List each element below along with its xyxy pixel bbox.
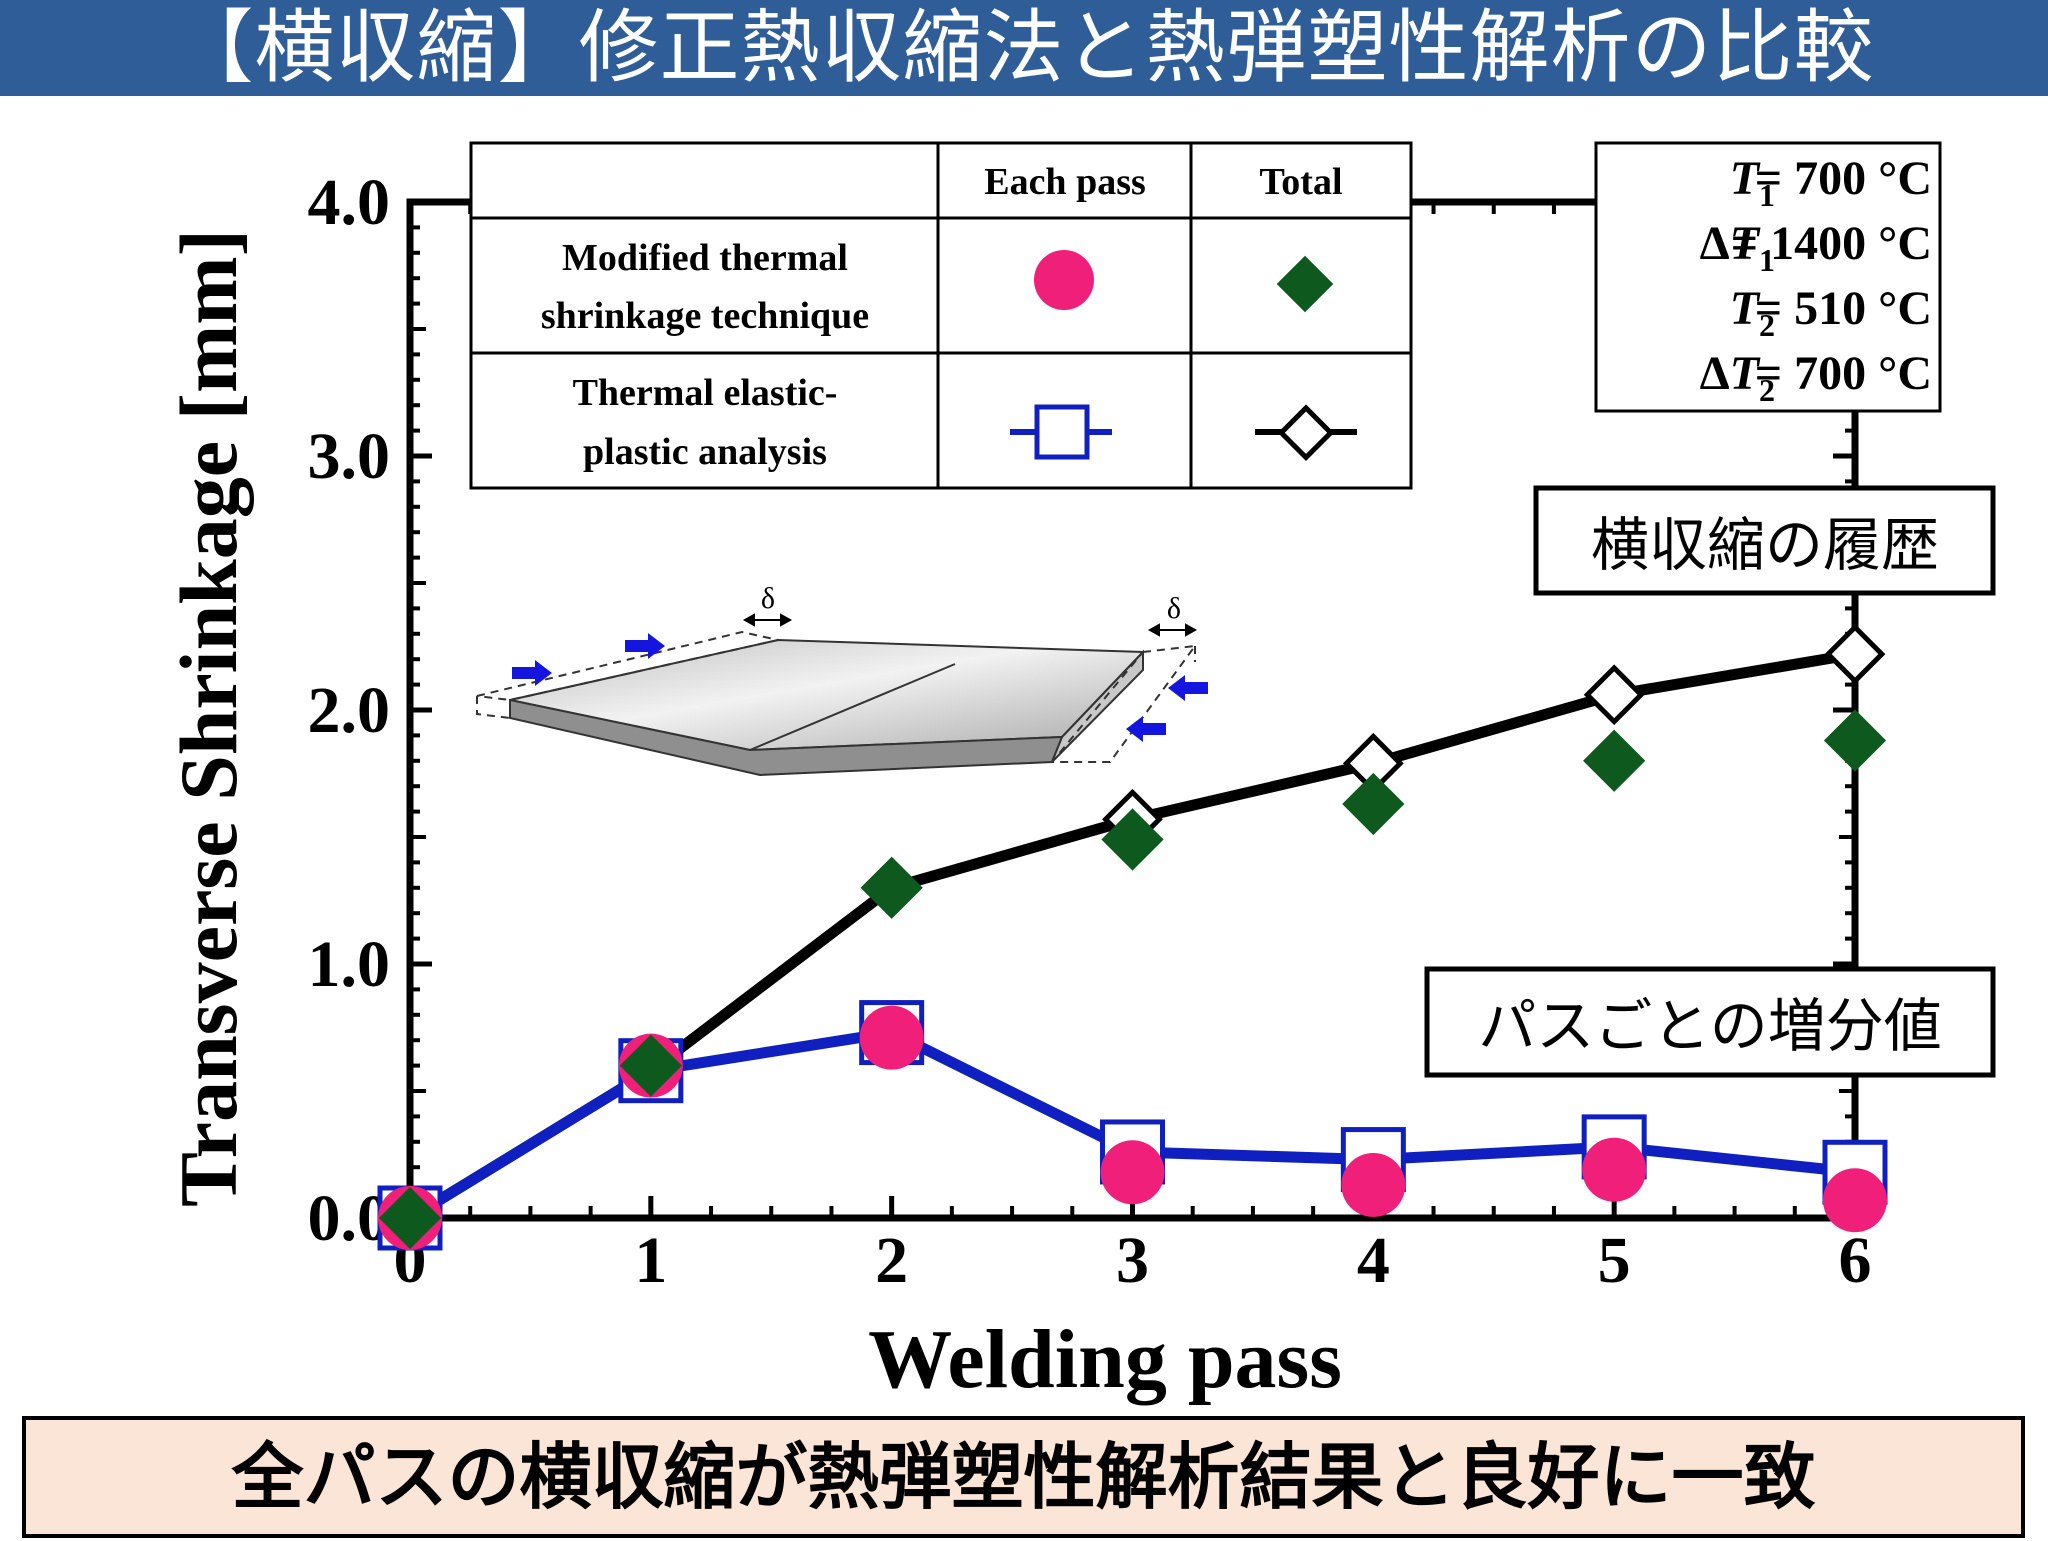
callout-increment: パスごとの増分値 (1424, 966, 1996, 1078)
modified-each-marker (859, 1005, 924, 1070)
legend-row-tepa: plastic analysis (583, 431, 827, 473)
param-symbol: T2 (1730, 282, 1775, 343)
y-tick-label: 3.0 (308, 420, 391, 493)
x-tick-label: 4 (1357, 1224, 1390, 1297)
modified-total-marker (1342, 772, 1405, 836)
modified-total-marker (860, 856, 923, 919)
legend-row-tepa: Thermal elastic- (573, 372, 838, 414)
tepa-total-marker (1824, 623, 1886, 685)
param-value: = 700 °C (1755, 347, 1932, 400)
modified-total-marker (1583, 729, 1646, 792)
modified-each-marker (1823, 1168, 1887, 1233)
legend-row-modified: shrinkage technique (541, 295, 869, 337)
callout-increment-text: パスごとの増分値 (1478, 994, 1941, 1059)
legend-tepa-total-marker (1255, 404, 1357, 461)
modified-total-marker (619, 1034, 682, 1097)
param-value: = 510 °C (1755, 282, 1932, 335)
legend-row-modified: Modified thermal (562, 237, 848, 279)
legend-table: Each pass Total Modified thermal shrinka… (469, 141, 1413, 490)
param-value: = 700 °C (1755, 152, 1932, 205)
modified-total-marker (1823, 709, 1887, 772)
page-title: 【横収縮】修正熱収縮法と熱弾塑性解析の比較 (0, 0, 2048, 96)
y-tick-label: 2.0 (308, 674, 391, 747)
legend-mod-total-marker (1276, 255, 1334, 313)
param-symbol: ΔT1 (1700, 217, 1775, 278)
param-symbol: T1 (1730, 152, 1775, 213)
welded-plate-diagram: δ δ (476, 582, 1208, 777)
legend-col-total: Total (1259, 161, 1342, 203)
delta-label: δ (1167, 592, 1181, 625)
series-markers (377, 623, 1888, 1251)
tepa-total-marker (1583, 664, 1645, 726)
x-tick-label: 1 (634, 1224, 667, 1297)
x-axis-label: Welding pass (868, 1313, 1342, 1406)
modified-total-marker (1101, 808, 1164, 871)
param-value: = 1400 °C (1731, 217, 1932, 270)
y-tick-label: 1.0 (308, 928, 391, 1001)
tepa-total-marker (1342, 732, 1404, 794)
modified-each-marker (1100, 1140, 1165, 1205)
callout-history-text: 横収縮の履歴 (1591, 513, 1939, 578)
y-tick-label: 0.0 (308, 1182, 391, 1255)
x-tick-label: 6 (1839, 1224, 1872, 1297)
modified-each-marker (1582, 1137, 1647, 1202)
modified-each-marker (1341, 1152, 1406, 1217)
y-axis-label: Transverse Shrinkage [mm] (163, 229, 254, 1207)
delta-label: δ (761, 582, 775, 615)
legend-tepa-each-marker (1010, 404, 1112, 460)
param-symbol: ΔT2 (1700, 347, 1775, 408)
y-tick-label: 4.0 (308, 166, 391, 239)
x-tick-label: 2 (875, 1224, 908, 1297)
y-tick-labels: 0.0 1.0 2.0 3.0 4.0 (308, 166, 391, 1255)
legend-mod-each-marker (1034, 250, 1094, 310)
conclusion-banner: 全パスの横収縮が熱弾塑性解析結果と良好に一致 (22, 1416, 2025, 1538)
legend-col-each: Each pass (984, 161, 1146, 203)
x-tick-label: 3 (1116, 1224, 1149, 1297)
x-tick-label: 5 (1598, 1224, 1631, 1297)
callout-history: 横収縮の履歴 (1533, 485, 1996, 596)
